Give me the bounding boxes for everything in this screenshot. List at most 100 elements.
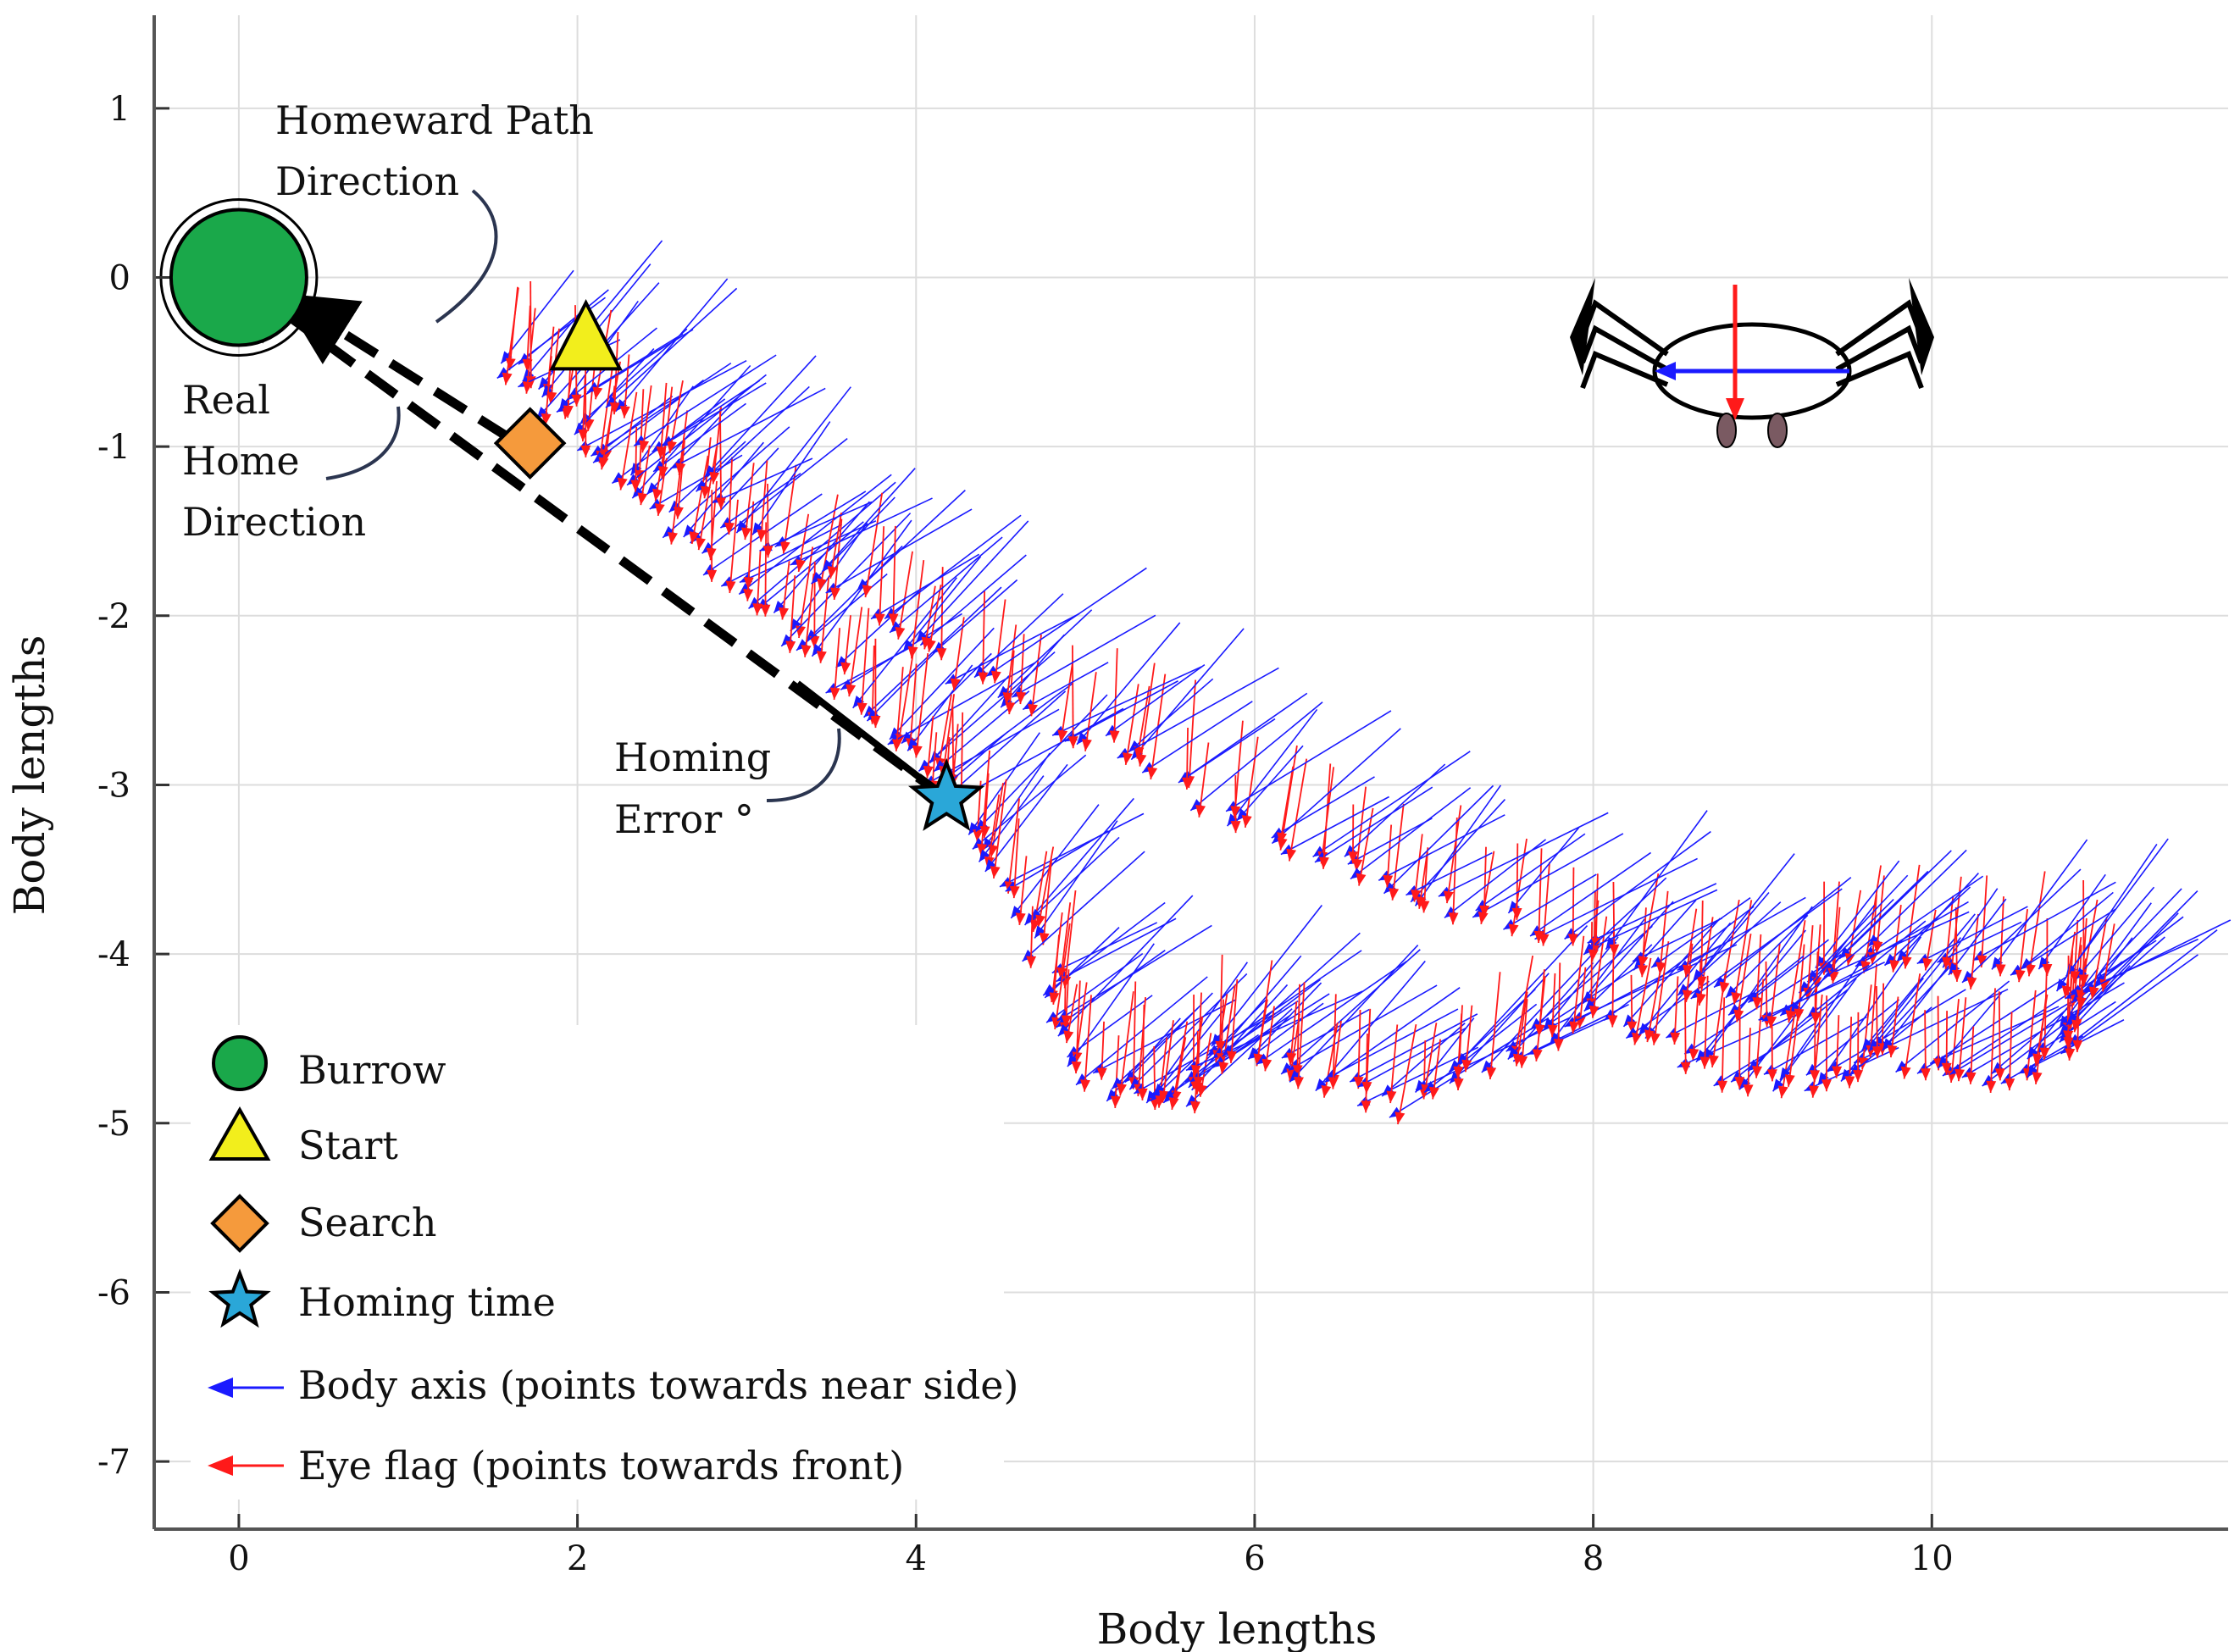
eye-flag-arrow	[764, 522, 768, 617]
eye-flag-arrow-head	[639, 440, 650, 453]
body-axis-arrow-head	[1154, 1083, 1166, 1096]
eye-flag-arrow-head	[1512, 1053, 1523, 1067]
eye-flag-arrow-head	[874, 613, 885, 626]
eye-flag-arrow-head	[2072, 1039, 2083, 1052]
crab-claw	[1909, 278, 1934, 375]
body-axis-arrow	[2070, 940, 2157, 996]
eye-flag-arrow-head	[1002, 691, 1013, 705]
eye-flag-arrow-head	[2026, 963, 2036, 977]
body-axis-arrow	[586, 333, 684, 393]
eye-flag-arrow	[1511, 838, 1528, 937]
eye-flag-arrow	[1084, 672, 1097, 751]
body-axis-arrow	[1855, 901, 1969, 967]
eye-flag-arrow	[798, 546, 814, 639]
body-axis-arrow	[1312, 751, 1471, 858]
body-axis-arrow	[1034, 820, 1118, 939]
x-tick-label: 10	[1910, 1539, 1954, 1578]
body-axis-arrow-head	[606, 396, 618, 408]
eye-flag-arrow-head	[1655, 962, 1666, 975]
eye-flag-arrow-head	[1627, 1021, 1638, 1034]
body-axis-arrow	[1916, 906, 2028, 965]
burrow-marker	[169, 208, 308, 347]
eye-flag-arrow	[1769, 943, 1781, 1028]
eye-flag-arrow-head	[1159, 1089, 1169, 1103]
body-axis-arrow	[1605, 810, 1708, 951]
eye-flag-arrow-head	[2042, 964, 2053, 977]
body-axis-arrow-head	[1991, 956, 2004, 970]
body-axis-arrow	[902, 556, 982, 652]
body-axis-arrow-head	[559, 398, 571, 411]
eye-flag-arrow-head	[2063, 1037, 2074, 1050]
eye-flag-arrow-head	[1650, 1032, 1661, 1045]
body-axis-arrow	[1503, 873, 1597, 930]
body-axis-arrow	[884, 514, 1022, 620]
eye-flag-arrow	[1612, 882, 1616, 956]
body-axis-arrow-head	[2059, 1015, 2071, 1028]
eye-flag-arrow	[1389, 1024, 1399, 1104]
eye-flag-arrow-head	[1028, 703, 1038, 717]
eye-flag-arrow-head	[1680, 1062, 1691, 1074]
eye-flag-arrow-head	[741, 527, 751, 541]
leader-real-home	[325, 406, 401, 480]
eye-flag-arrow	[1684, 986, 1687, 1074]
body-axis-arrow	[683, 441, 764, 538]
body-axis-arrow-head	[1146, 1090, 1158, 1104]
body-axis-arrow	[1942, 981, 2087, 1077]
body-axis-arrow	[852, 577, 957, 709]
body-axis-arrow-head	[1807, 969, 1820, 983]
eye-flag-arrow-head	[1182, 777, 1193, 790]
body-axis-arrow-head	[1725, 985, 1738, 998]
eye-flag-arrow-head	[592, 386, 603, 400]
eye-flag-arrow	[1980, 875, 1988, 967]
eye-flag-arrow-head	[1479, 905, 1490, 917]
eye-flag-arrow	[1423, 1023, 1438, 1097]
annotation-real-line2: Home	[182, 438, 300, 484]
eye-flag-arrow-head	[1356, 873, 1367, 886]
eye-flag-arrow-head	[656, 446, 667, 459]
body-axis-arrow	[712, 457, 813, 504]
eye-flag-arrow-head	[1534, 1023, 1545, 1037]
eye-flag-arrow	[833, 628, 841, 701]
body-axis-arrow	[576, 359, 747, 452]
eye-flag-arrow-head	[1766, 1016, 1777, 1028]
eye-flag-arrow-head	[923, 765, 934, 779]
eye-flag-arrow	[1954, 906, 1958, 982]
eye-flag-arrow	[1515, 991, 1528, 1067]
eye-flag-arrow-head	[1844, 1076, 1855, 1089]
eye-flag-arrow-head	[1190, 1064, 1201, 1078]
eye-flag-arrow-head	[779, 607, 789, 620]
body-axis-arrow	[1022, 662, 1109, 711]
eye-flag-arrow-head	[816, 651, 827, 663]
body-axis-arrow	[1383, 784, 1494, 895]
body-axis-arrow-head	[1938, 1056, 1950, 1068]
eye-flag-arrow	[1030, 634, 1042, 717]
body-axis-arrow-head	[1150, 1089, 1163, 1101]
eye-flag-arrow	[1849, 1017, 1853, 1089]
body-axis-arrow-head	[615, 398, 628, 412]
body-axis-arrow-head	[2038, 956, 2050, 970]
eye-flag-arrow-head	[936, 648, 947, 661]
eye-flag-arrow	[1279, 745, 1298, 851]
eye-flag-arrow-head	[1808, 1085, 1819, 1098]
eye-flag-arrow	[1234, 720, 1244, 818]
eye-flag-arrow-head	[571, 394, 582, 407]
body-axis-arrow	[1603, 906, 1755, 1022]
body-axis-arrow	[2020, 891, 2114, 971]
eye-flag-arrow	[2091, 917, 2108, 1000]
body-axis-arrow	[1356, 1046, 1479, 1107]
body-axis-arrow-head	[696, 480, 708, 492]
body-axis-arrow	[735, 386, 851, 534]
eye-flag-arrow	[1633, 957, 1652, 1045]
eye-flag-arrow	[1005, 624, 1017, 705]
eye-flag-arrow	[1358, 807, 1374, 886]
eye-flag-arrow	[909, 663, 918, 751]
eye-flag-arrow-head	[1821, 1079, 1832, 1092]
eye-flag-arrow-head	[809, 636, 820, 649]
body-axis-arrow	[1406, 851, 1493, 896]
eye-flag-arrow	[712, 407, 723, 485]
legend-label-burrow: Burrow	[298, 1047, 446, 1093]
eye-flag-arrow-head	[1716, 1080, 1727, 1093]
eye-flag-arrow	[1297, 982, 1306, 1089]
eye-flag-arrow	[782, 464, 797, 554]
eye-flag-arrow-head	[1328, 1077, 1339, 1089]
